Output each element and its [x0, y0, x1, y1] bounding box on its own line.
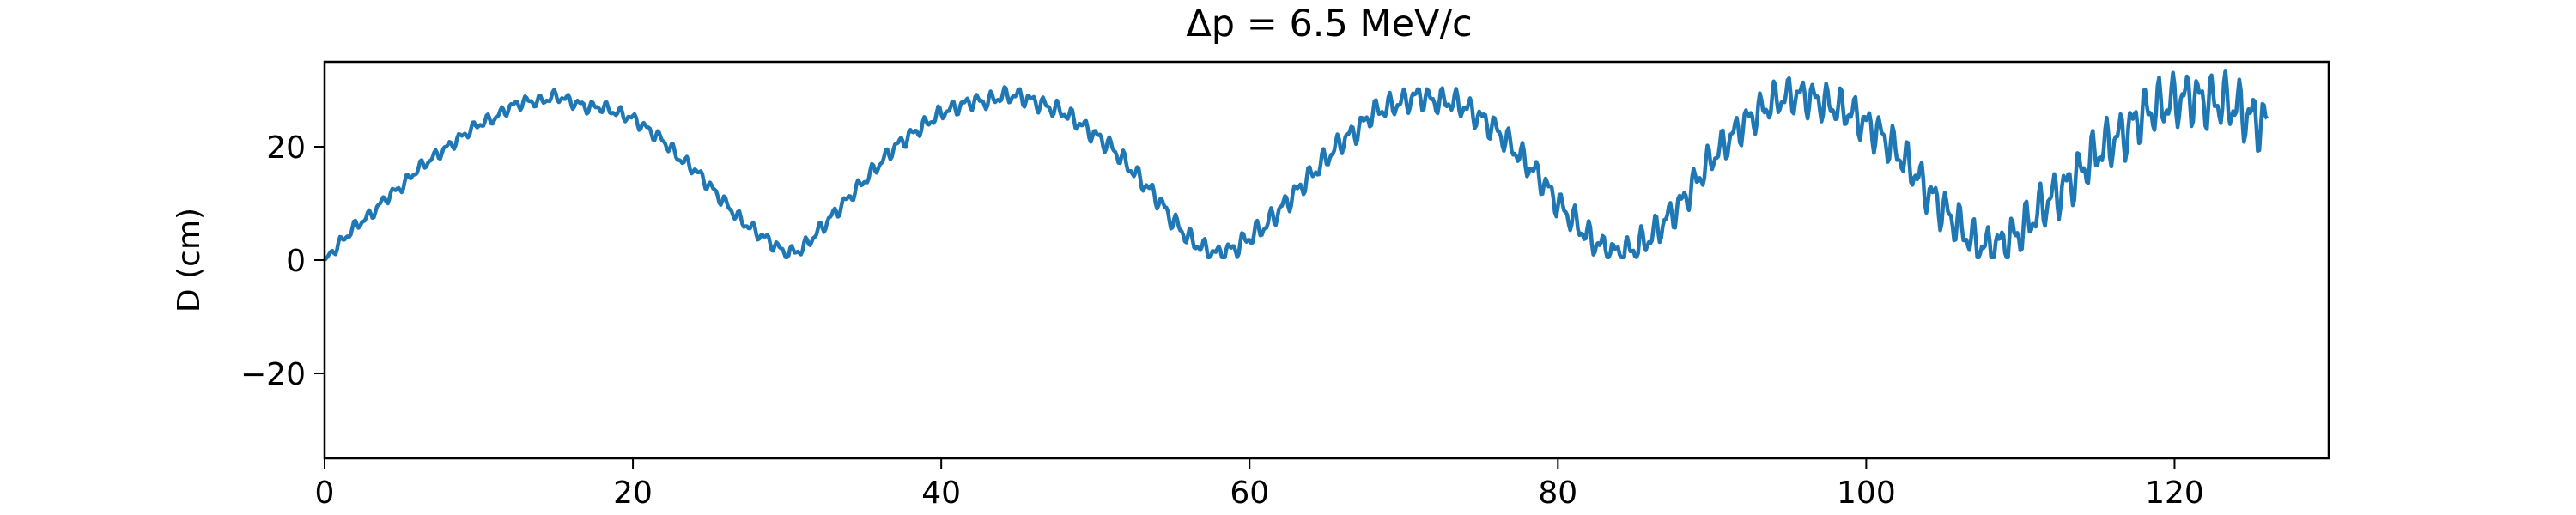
x-tick-label: 120 [2145, 476, 2204, 511]
x-tick-label: 0 [315, 476, 335, 511]
y-tick-label: 20 [266, 130, 306, 166]
chart-title: Δp = 6.5 MeV/c [1186, 3, 1472, 45]
x-tick-label: 40 [921, 476, 961, 511]
axis-ticks: 0 20 40 60 80 100 120 −20 0 20 [240, 130, 2204, 511]
y-tick-label: 0 [286, 244, 306, 279]
x-tick-label: 100 [1837, 476, 1896, 511]
x-tick-label: 60 [1230, 476, 1269, 511]
y-tick-label: −20 [240, 357, 306, 392]
series-line [323, 69, 2269, 262]
plot-area [323, 69, 2269, 262]
y-axis-label: D (cm) [172, 208, 207, 312]
x-tick-label: 20 [613, 476, 653, 511]
x-tick-label: 80 [1538, 476, 1577, 511]
